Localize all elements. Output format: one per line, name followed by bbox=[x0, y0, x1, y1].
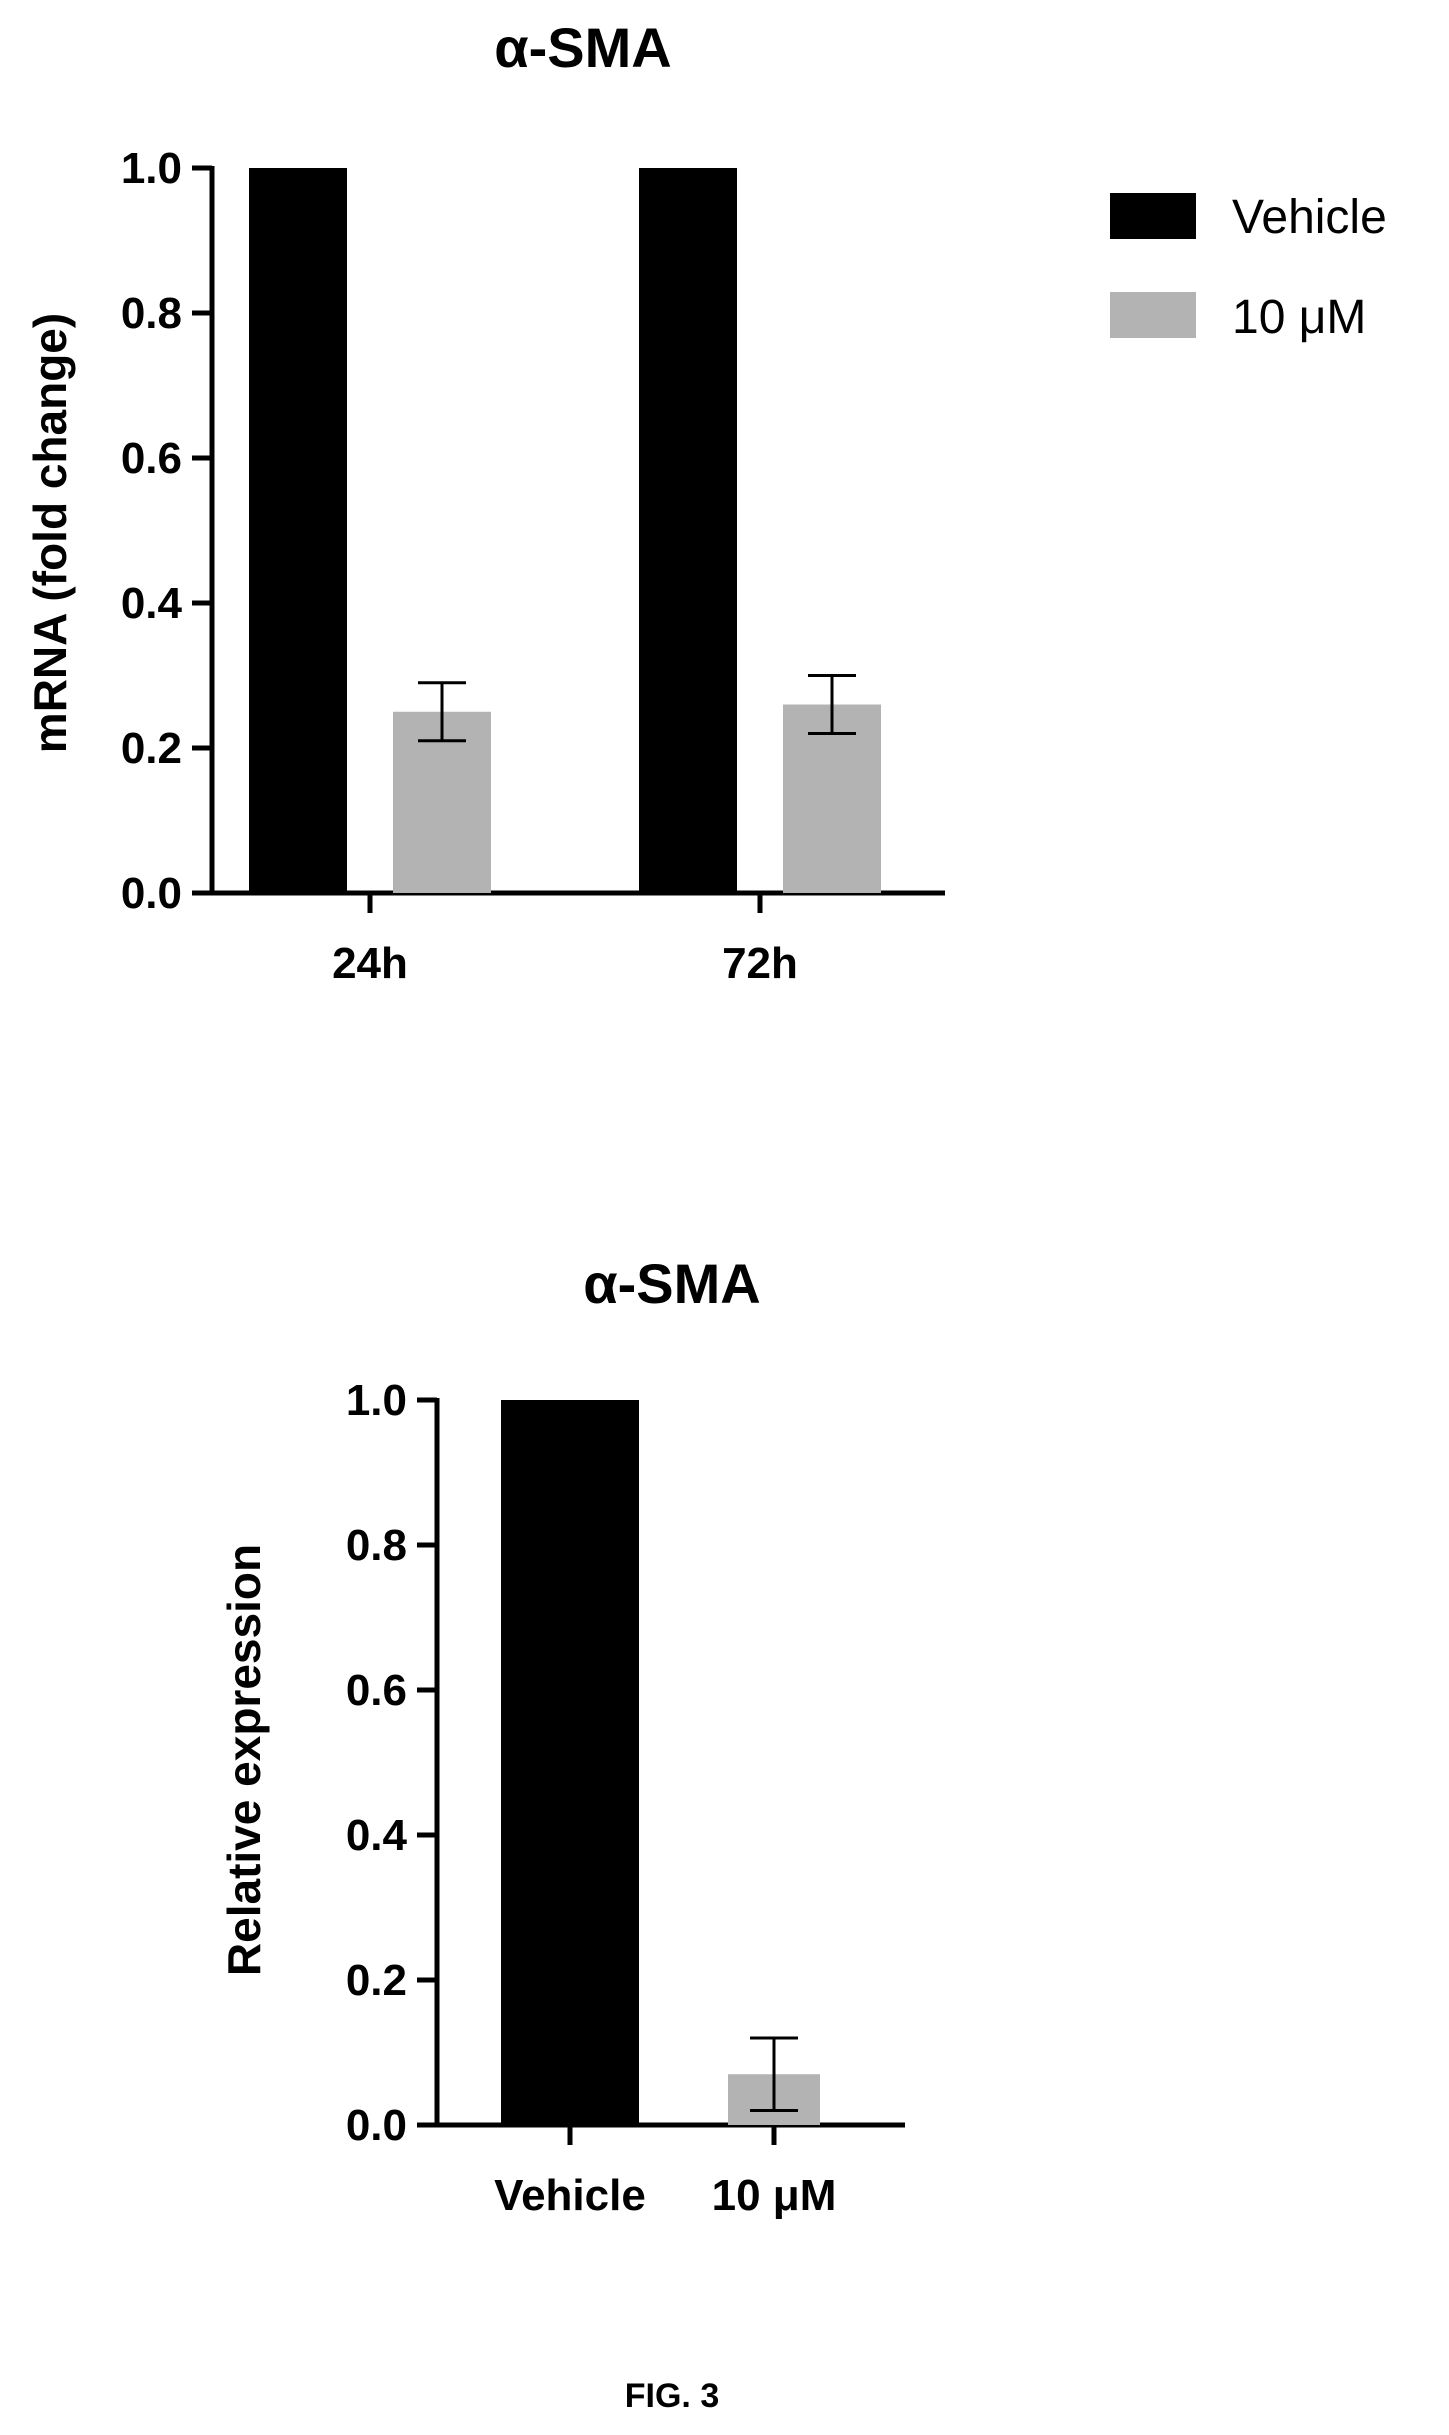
chart-2-y-axis-label: Relative expression bbox=[218, 1544, 270, 1976]
chart-2-title: α-SMA bbox=[583, 1252, 761, 1315]
bar-10-um-72h bbox=[783, 704, 881, 893]
chart-1-y-axis-label: mRNA (fold change) bbox=[24, 313, 76, 753]
legend-label-vehicle: Vehicle bbox=[1232, 191, 1387, 244]
chart-1-y-tick-label: 0.0 bbox=[121, 869, 182, 918]
chart-1-y-tick-label: 1.0 bbox=[121, 144, 182, 193]
chart-1-y-tick-label: 0.4 bbox=[121, 579, 183, 628]
chart-1-x-tick-label: 24h bbox=[332, 939, 408, 988]
chart-2-y-tick-label: 1.0 bbox=[346, 1376, 407, 1425]
chart-2-x-tick-label: Vehicle bbox=[494, 2171, 646, 2220]
chart-1-x-tick-label: 72h bbox=[722, 939, 798, 988]
chart-1-y-tick-label: 0.6 bbox=[121, 434, 182, 483]
bar-vehicle-72h bbox=[639, 168, 737, 893]
chart-1-plot-area: 0.0 0.2 0.4 0.6 0.8 1.0 24h 72h bbox=[121, 144, 945, 988]
chart-1-legend: Vehicle 10 μM bbox=[1110, 191, 1387, 344]
bar-vehicle bbox=[501, 1400, 639, 2125]
chart-2-y-tick-label: 0.4 bbox=[346, 1811, 408, 1860]
legend-swatch-vehicle bbox=[1110, 193, 1196, 239]
chart-1-y-tick-label: 0.8 bbox=[121, 289, 182, 338]
chart-2-y-tick-label: 0.2 bbox=[346, 1956, 407, 2005]
legend-swatch-10um bbox=[1110, 292, 1196, 338]
chart-2-plot-area: 0.0 0.2 0.4 0.6 0.8 1.0 Vehicle 10 μM bbox=[346, 1376, 905, 2220]
chart-1-title: α-SMA bbox=[494, 16, 672, 79]
chart-2-y-tick-label: 0.8 bbox=[346, 1521, 407, 1570]
chart-2-y-tick-label: 0.6 bbox=[346, 1666, 407, 1715]
bar-vehicle-24h bbox=[249, 168, 347, 893]
chart-2-relative-expression: α-SMA Relative expression 0.00.20.40.60.… bbox=[218, 1252, 905, 2220]
chart-2-x-tick-label: 10 μM bbox=[712, 2171, 837, 2220]
figure-caption: FIG. 3 bbox=[625, 2377, 719, 2415]
chart-1-y-tick-label: 0.2 bbox=[121, 724, 182, 773]
chart-1-mrna-fold-change: α-SMA mRNA (fold change) 0.0 0.2 0.4 0.6 0.8… bbox=[24, 16, 1387, 988]
chart-2-y-tick-label: 0.0 bbox=[346, 2101, 407, 2150]
legend-label-10um: 10 μM bbox=[1232, 291, 1366, 344]
